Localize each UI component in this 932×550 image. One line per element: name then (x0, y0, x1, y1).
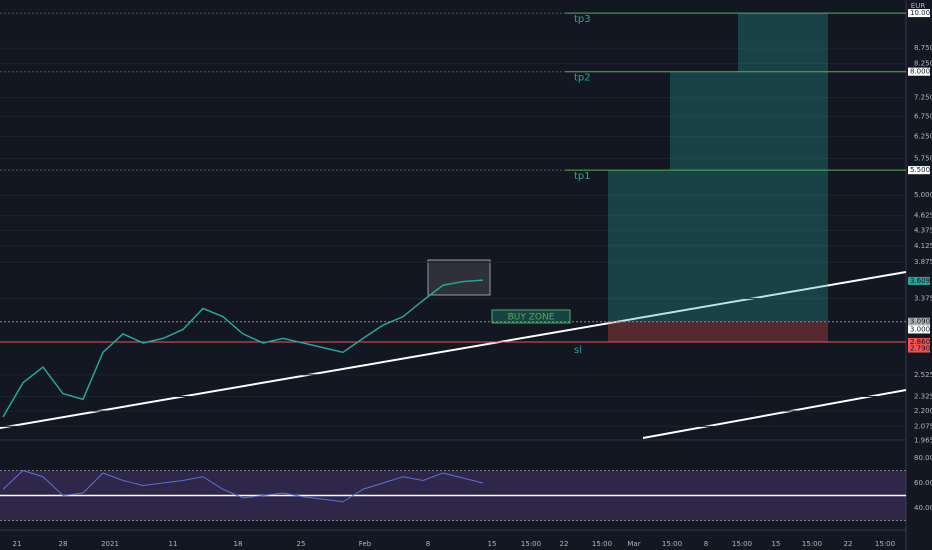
y-tick-label: 2.525 (914, 371, 932, 379)
x-tick-label: 22 (560, 540, 569, 548)
currency: EUR (911, 2, 926, 10)
price-tag (908, 9, 930, 18)
x-tick-label: Mar (627, 540, 640, 548)
price-tag (908, 344, 930, 353)
buy-zone-box (491, 309, 571, 324)
trend-line (642, 389, 907, 439)
rsi-tick-label: 60.00 (914, 479, 932, 487)
price-tag-label: 3.090 (910, 318, 930, 326)
y-tick-label: 4.625 (914, 212, 932, 220)
x-tick-label: 15:00 (875, 540, 895, 548)
price-line (2, 279, 484, 418)
stop-zone (608, 321, 828, 343)
target-zone (670, 71, 828, 171)
x-tick-label: 15:00 (732, 540, 752, 548)
rsi-tick-label: 80.00 (914, 454, 932, 462)
target-zone (608, 170, 828, 322)
price-tag-label: 3.609 (910, 277, 930, 285)
x-tick-label: 22 (844, 540, 853, 548)
x-tick-label: 15:00 (802, 540, 822, 548)
level-label: sl (574, 345, 582, 356)
x-tick-label: 21 (13, 540, 22, 548)
x-tick-label: 8 (426, 540, 430, 548)
price-tag-label: 2.790 (910, 345, 930, 353)
x-tick-label: Feb (359, 540, 372, 548)
price-tag (908, 276, 930, 285)
y-tick-label: 6.750 (914, 112, 932, 120)
buy-zone-label: BUY ZONE (508, 313, 555, 323)
y-tick-label: 5.750 (914, 155, 932, 163)
price-tag-label: 8.000 (910, 68, 930, 76)
y-tick-label: 1.965 (914, 437, 932, 445)
y-tick-label: 8.750 (914, 44, 932, 52)
level-label: tp3 (574, 14, 591, 25)
price-tag (908, 317, 930, 326)
y-tick-label: 2.200 (914, 407, 932, 415)
rsi-tick-label: 40.00 (914, 504, 932, 512)
price-tag-label: 10.000 (910, 9, 932, 17)
y-tick-label: 3.375 (914, 295, 932, 303)
price-tag-label: 2.860 (910, 338, 930, 346)
y-tick-label: 2.075 (914, 422, 932, 430)
level-label: tp1 (574, 171, 591, 182)
x-tick-label: 2021 (101, 540, 119, 548)
x-tick-label: 15:00 (662, 540, 682, 548)
price-tag (908, 338, 930, 347)
y-tick-label: 3.875 (914, 258, 932, 266)
price-tag-label: 5.500 (910, 166, 930, 174)
x-tick-label: 15 (488, 540, 497, 548)
x-tick-label: 15:00 (592, 540, 612, 548)
price-tag (908, 67, 930, 76)
price-tag (908, 325, 930, 334)
level-label: tp2 (574, 73, 591, 84)
price-tag-label: 3.000 (910, 325, 930, 333)
x-tick-label: 25 (297, 540, 306, 548)
y-tick-label: 7.250 (914, 94, 932, 102)
y-tick-label: 8.250 (914, 60, 932, 68)
y-tick-label: 4.125 (914, 242, 932, 250)
x-tick-label: 8 (704, 540, 708, 548)
y-tick-label: 4.375 (914, 226, 932, 234)
x-tick-label: 15:00 (521, 540, 541, 548)
x-tick-label: 15 (772, 540, 781, 548)
x-tick-label: 18 (234, 540, 243, 548)
y-tick-label: 6.250 (914, 133, 932, 141)
y-tick-label: 2.325 (914, 392, 932, 400)
x-tick-label: 28 (59, 540, 68, 548)
y-tick-label: 5.000 (914, 191, 932, 199)
trend-line (0, 271, 907, 429)
price-tag (908, 166, 930, 175)
x-tick-label: 11 (169, 540, 178, 548)
target-zone (738, 13, 828, 72)
rsi-line (2, 469, 484, 503)
